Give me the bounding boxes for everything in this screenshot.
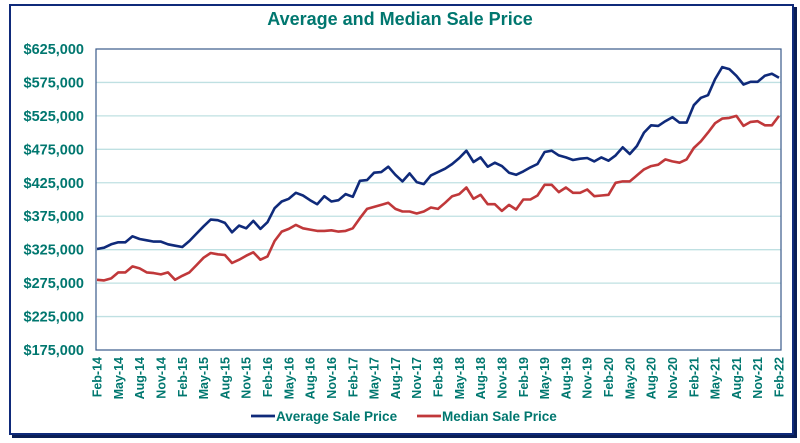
- series-line-median: [96, 114, 781, 282]
- x-tick-label: Nov-14: [154, 357, 168, 399]
- gridlines: [96, 81, 781, 318]
- x-tick-label: Aug-21: [730, 357, 744, 399]
- x-tick-label: Nov-15: [240, 357, 254, 399]
- legend-label-median: Median Sale Price: [442, 409, 557, 424]
- y-tick-label: $575,000: [24, 75, 84, 91]
- y-tick-label: $375,000: [24, 209, 84, 225]
- x-tick-label: May-20: [623, 357, 637, 399]
- series-line-average: [96, 65, 780, 251]
- chart-title: Average and Median Sale Price: [267, 9, 533, 29]
- x-tick-label: Aug-16: [304, 357, 318, 399]
- x-tick-label: Aug-17: [389, 357, 403, 399]
- x-tick-label: Feb-20: [602, 357, 616, 397]
- x-tick-label: Nov-19: [581, 357, 595, 399]
- x-tick-label: May-14: [112, 357, 126, 399]
- x-tick-label: Feb-18: [432, 357, 446, 397]
- legend: Average Sale Price Median Sale Price: [251, 409, 557, 424]
- x-tick-label: Feb-19: [517, 357, 531, 397]
- plot-area: [95, 48, 782, 351]
- x-tick-label: Nov-18: [495, 357, 509, 399]
- x-tick-label: Aug-14: [133, 357, 147, 399]
- x-tick-label: Nov-16: [325, 357, 339, 399]
- x-tick-label: May-15: [197, 357, 211, 399]
- x-tick-label: Aug-20: [645, 357, 659, 399]
- x-tick-label: Feb-21: [687, 357, 701, 397]
- x-tick-label: Aug-18: [474, 357, 488, 399]
- y-tick-label: $625,000: [24, 42, 84, 58]
- x-tick-label: Nov-20: [666, 357, 680, 399]
- x-tick-label: Feb-14: [91, 357, 105, 397]
- x-tick-label: Aug-15: [218, 357, 232, 399]
- y-tick-label: $325,000: [24, 243, 84, 259]
- x-tick-label: May-16: [282, 357, 296, 399]
- y-tick-label: $525,000: [24, 109, 84, 125]
- x-tick-label: Feb-15: [176, 357, 190, 397]
- x-tick-label: Feb-16: [261, 357, 275, 397]
- series-lines: [96, 65, 781, 282]
- y-tick-label: $175,000: [24, 343, 84, 359]
- y-tick-label: $225,000: [24, 310, 84, 326]
- x-tick-label: Aug-19: [559, 357, 573, 399]
- x-tick-label: Feb-22: [773, 357, 787, 397]
- x-tick-label: May-17: [368, 357, 382, 399]
- x-tick-label: May-21: [709, 357, 723, 399]
- x-axis-ticks: Feb-14 May-14 Aug-14 Nov-14 Feb-15 May-15 Aug-…: [91, 357, 787, 399]
- x-tick-label: Nov-21: [751, 357, 765, 399]
- x-tick-label: May-19: [538, 357, 552, 399]
- y-axis-ticks: $175,000 $225,000 $275,000 $325,000 $375,000…: [24, 42, 84, 359]
- legend-label-average: Average Sale Price: [276, 409, 398, 424]
- y-tick-label: $425,000: [24, 176, 84, 192]
- y-tick-label: $475,000: [24, 142, 84, 158]
- y-tick-label: $275,000: [24, 276, 84, 292]
- x-tick-label: Feb-17: [346, 357, 360, 397]
- chart-frame: [9, 4, 794, 435]
- x-tick-label: Nov-17: [410, 357, 424, 399]
- x-tick-label: May-18: [453, 357, 467, 399]
